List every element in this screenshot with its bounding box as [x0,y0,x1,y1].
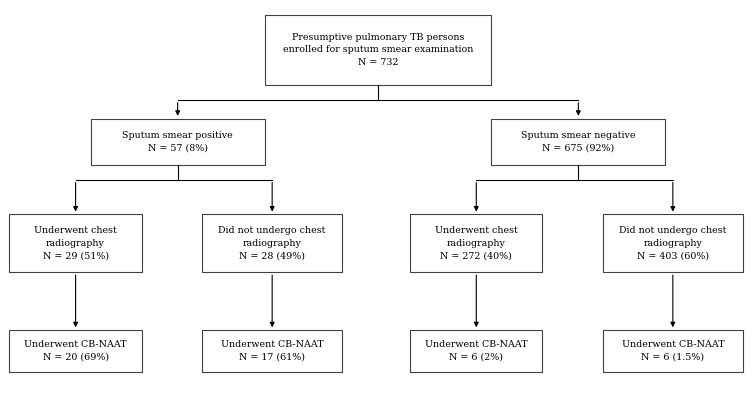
FancyBboxPatch shape [265,15,491,85]
Text: Did not undergo chest
radiography
N = 28 (49%): Did not undergo chest radiography N = 28… [218,226,326,261]
Text: Sputum smear negative
N = 675 (92%): Sputum smear negative N = 675 (92%) [521,131,636,152]
FancyBboxPatch shape [202,215,342,272]
Text: Underwent CB-NAAT
N = 17 (61%): Underwent CB-NAAT N = 17 (61%) [221,340,324,362]
FancyBboxPatch shape [603,330,742,372]
FancyBboxPatch shape [491,119,665,164]
Text: Underwent CB-NAAT
N = 6 (1.5%): Underwent CB-NAAT N = 6 (1.5%) [621,340,724,362]
FancyBboxPatch shape [91,119,265,164]
FancyBboxPatch shape [10,330,142,372]
Text: Underwent chest
radiography
N = 29 (51%): Underwent chest radiography N = 29 (51%) [34,226,117,261]
Text: Presumptive pulmonary TB persons
enrolled for sputum smear examination
N = 732: Presumptive pulmonary TB persons enrolle… [283,33,473,67]
Text: Underwent CB-NAAT
N = 6 (2%): Underwent CB-NAAT N = 6 (2%) [425,340,528,362]
Text: Did not undergo chest
radiography
N = 403 (60%): Did not undergo chest radiography N = 40… [619,226,727,261]
FancyBboxPatch shape [603,215,742,272]
Text: Sputum smear positive
N = 57 (8%): Sputum smear positive N = 57 (8%) [122,131,233,152]
FancyBboxPatch shape [410,330,543,372]
FancyBboxPatch shape [410,215,543,272]
FancyBboxPatch shape [10,215,142,272]
Text: Underwent CB-NAAT
N = 20 (69%): Underwent CB-NAAT N = 20 (69%) [24,340,127,362]
FancyBboxPatch shape [202,330,342,372]
Text: Underwent chest
radiography
N = 272 (40%): Underwent chest radiography N = 272 (40%… [435,226,518,261]
